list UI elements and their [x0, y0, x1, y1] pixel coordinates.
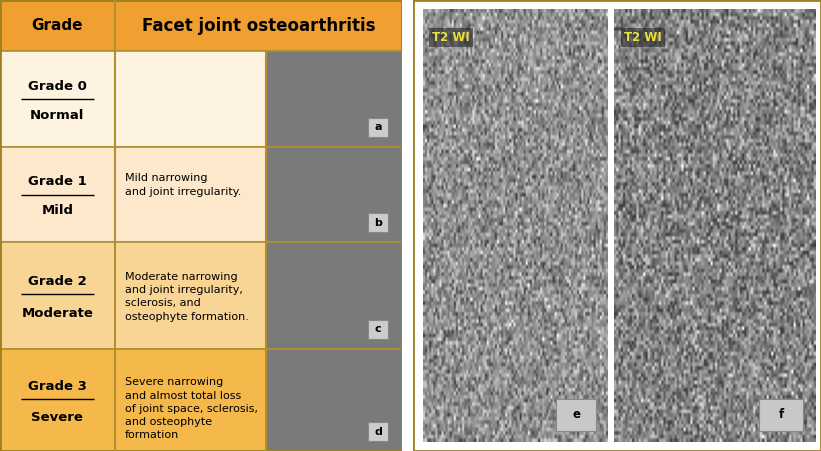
- Text: Grade 2: Grade 2: [28, 275, 87, 288]
- Bar: [0, 242, 115, 349]
- Bar: [115, 242, 265, 349]
- Text: e: e: [572, 408, 580, 421]
- Text: Severe narrowing
and almost total loss
of joint space, sclerosis,
and osteophyte: Severe narrowing and almost total loss o…: [125, 377, 258, 440]
- Text: Grade 1: Grade 1: [28, 175, 87, 189]
- FancyBboxPatch shape: [368, 213, 388, 232]
- Text: Severe: Severe: [31, 411, 83, 424]
- Text: Moderate: Moderate: [21, 307, 94, 320]
- Text: Mild narrowing
and joint irregularity.: Mild narrowing and joint irregularity.: [125, 173, 241, 197]
- Bar: [0, 349, 115, 451]
- Bar: [265, 51, 402, 147]
- Bar: [115, 147, 265, 242]
- Text: Grade 3: Grade 3: [28, 380, 87, 393]
- Text: a: a: [374, 122, 382, 132]
- FancyBboxPatch shape: [556, 399, 596, 431]
- Text: b: b: [374, 218, 382, 228]
- Bar: [115, 349, 265, 451]
- FancyBboxPatch shape: [368, 320, 388, 339]
- Text: c: c: [375, 324, 382, 334]
- Text: Facet joint osteoarthritis: Facet joint osteoarthritis: [142, 17, 375, 35]
- FancyBboxPatch shape: [759, 399, 803, 431]
- Text: Grade 0: Grade 0: [28, 80, 87, 93]
- FancyBboxPatch shape: [368, 422, 388, 441]
- Text: Normal: Normal: [30, 109, 85, 122]
- Text: T2 WI: T2 WI: [624, 31, 662, 44]
- Bar: [0, 0, 402, 51]
- Bar: [265, 147, 402, 242]
- Text: Grade: Grade: [31, 18, 83, 33]
- Bar: [265, 349, 402, 451]
- Bar: [265, 242, 402, 349]
- Text: d: d: [374, 427, 382, 437]
- Text: f: f: [778, 408, 784, 421]
- Text: Moderate narrowing
and joint irregularity,
sclerosis, and
osteophyte formation.: Moderate narrowing and joint irregularit…: [125, 272, 249, 322]
- Bar: [0, 51, 115, 147]
- Text: T2 WI: T2 WI: [432, 31, 470, 44]
- Bar: [0, 147, 115, 242]
- Text: Mild: Mild: [41, 204, 73, 217]
- FancyBboxPatch shape: [368, 118, 388, 137]
- Bar: [115, 51, 265, 147]
